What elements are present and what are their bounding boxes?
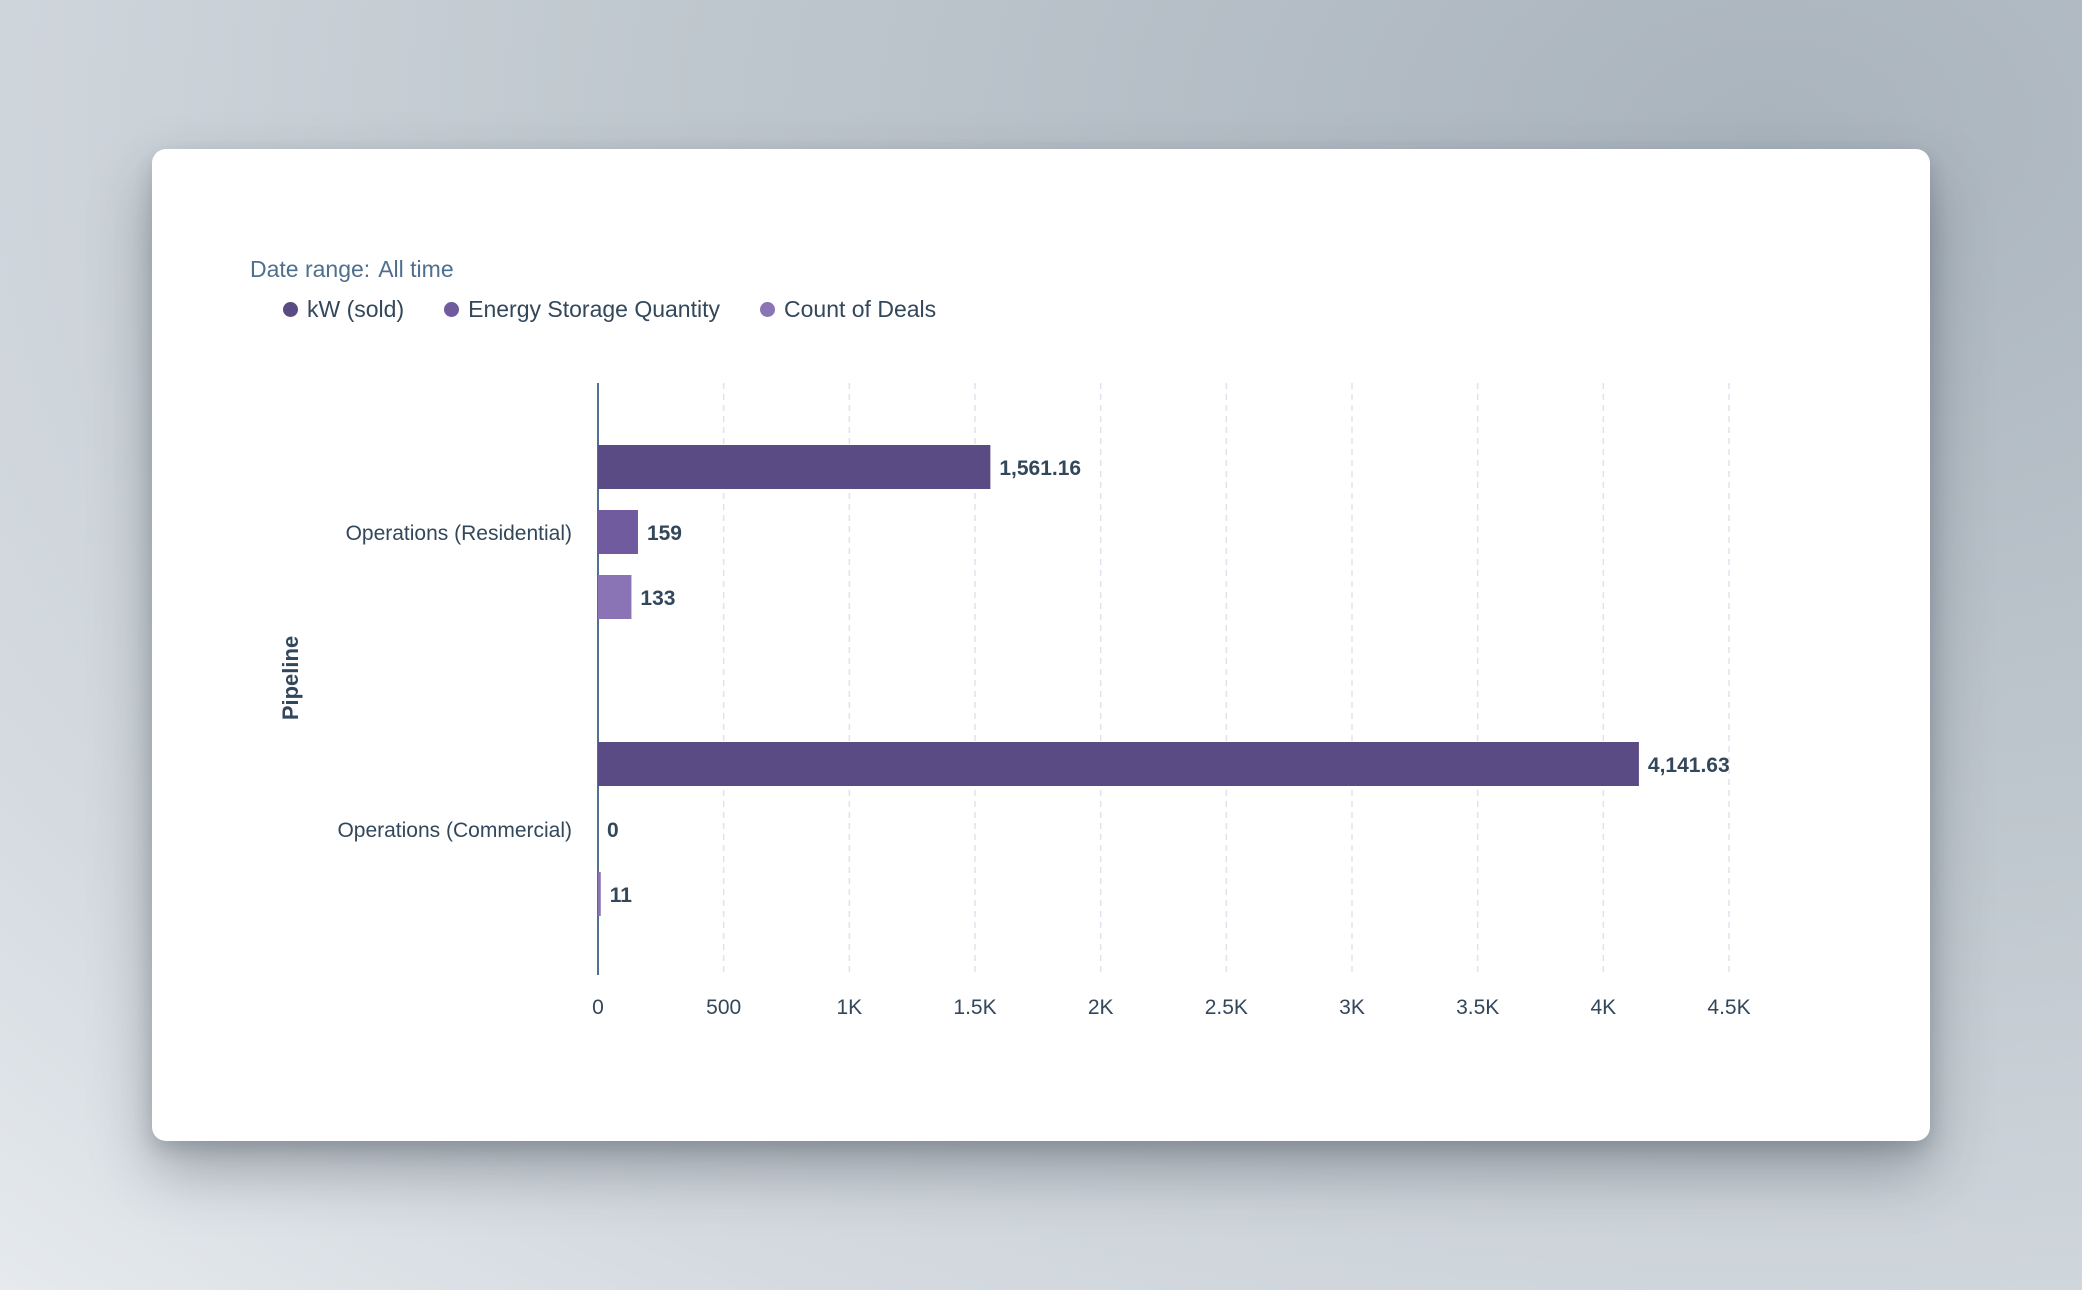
data-label: 11: [610, 884, 633, 907]
y-axis-title: Pipeline: [278, 636, 303, 720]
bar-chart: Pipeline 0 500 1K 1.5K 2K 2.5K 3K 3.5K 4K 4.5K Ope…: [278, 383, 1751, 1019]
legend-dot-energy-storage: [444, 302, 460, 317]
data-label: 4,141.63: [1648, 754, 1730, 777]
date-range[interactable]: Date range: All time: [250, 256, 454, 283]
x-tick-label: 4K: [1590, 996, 1616, 1019]
date-range-value: All time: [378, 256, 454, 282]
data-label: 1,561.16: [999, 457, 1081, 480]
category-label: Operations (Commercial): [337, 819, 572, 842]
bar[interactable]: [598, 445, 991, 489]
x-tick-label: 0: [592, 996, 604, 1019]
legend-item-count-deals[interactable]: Count of Deals: [760, 296, 936, 323]
legend-label-energy-storage: Energy Storage Quantity: [468, 296, 720, 322]
x-tick-label: 3.5K: [1456, 996, 1499, 1019]
legend-label-kw-sold: kW (sold): [307, 296, 405, 322]
data-label: 159: [647, 522, 682, 545]
x-tick-label: 2K: [1088, 996, 1114, 1019]
chart-card: Date range: All time kW (sold) Energy Sto…: [152, 149, 1930, 1141]
legend-dot-kw-sold: [283, 302, 298, 317]
legend-dot-count-deals: [760, 302, 775, 317]
x-tick-label: 1.5K: [953, 996, 996, 1019]
bar[interactable]: [598, 742, 1639, 786]
bar[interactable]: [598, 575, 632, 619]
x-tick-label: 500: [706, 996, 741, 1019]
category-label: Operations (Residential): [346, 522, 572, 545]
chart-legend: kW (sold) Energy Storage Quantity Count …: [283, 296, 976, 323]
x-tick-label: 1K: [836, 996, 862, 1019]
legend-item-energy-storage[interactable]: Energy Storage Quantity: [444, 296, 720, 323]
bar[interactable]: [598, 872, 601, 916]
x-tick-label: 4.5K: [1707, 996, 1750, 1019]
legend-label-count-deals: Count of Deals: [784, 296, 937, 322]
bar[interactable]: [598, 510, 638, 554]
legend-item-kw-sold[interactable]: kW (sold): [283, 296, 404, 323]
data-label: 0: [607, 819, 619, 842]
data-label: 133: [640, 587, 675, 610]
x-tick-label: 3K: [1339, 996, 1365, 1019]
date-range-label: Date range:: [250, 256, 371, 282]
x-tick-label: 2.5K: [1205, 996, 1248, 1019]
